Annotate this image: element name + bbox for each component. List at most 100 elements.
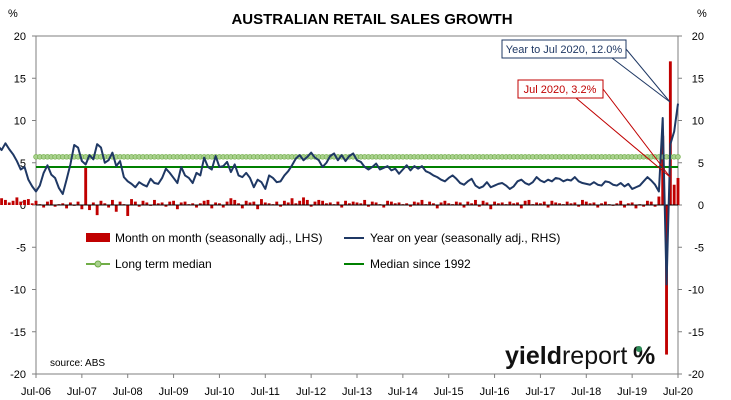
x-tick-label: Jul-11 xyxy=(251,386,280,398)
x-tick-label: Jul-07 xyxy=(67,386,97,398)
right-tick-label: -20 xyxy=(688,369,704,381)
mom-bar xyxy=(649,201,653,205)
mom-bar xyxy=(202,200,206,205)
x-tick-label: Jul-10 xyxy=(204,386,234,398)
mom-bar xyxy=(382,205,386,208)
mom-bar xyxy=(405,203,409,205)
mom-bar xyxy=(435,205,439,209)
mom-bar xyxy=(466,201,470,205)
mom-bar xyxy=(302,197,305,205)
left-tick-label: 10 xyxy=(14,116,26,128)
mom-bar xyxy=(367,205,370,207)
mom-bar xyxy=(153,199,156,205)
x-tick-label: Jul-12 xyxy=(296,386,326,398)
mom-bar xyxy=(412,201,416,205)
mom-bar xyxy=(592,202,596,205)
mom-bar xyxy=(198,203,202,205)
mom-bar xyxy=(34,200,38,205)
mom-bar xyxy=(477,205,481,207)
mom-bar xyxy=(321,200,325,205)
yieldreport-logo: yieldreport % xyxy=(505,342,655,370)
mom-bar xyxy=(646,200,649,205)
right-axis-unit: % xyxy=(697,8,707,20)
mom-bar xyxy=(218,203,221,205)
mom-bar xyxy=(317,199,321,205)
legend-label-long-term-median: Long term median xyxy=(115,257,212,271)
right-tick-label: -15 xyxy=(688,327,704,339)
x-tick-label: Jul-16 xyxy=(480,386,510,398)
mom-bar xyxy=(294,203,298,205)
mom-bar xyxy=(133,201,137,205)
mom-bar xyxy=(600,203,604,205)
mom-bar xyxy=(30,203,34,205)
svg-text:yieldreport: yieldreport xyxy=(505,342,627,370)
mom-bar xyxy=(519,205,523,209)
mom-bar xyxy=(179,202,183,205)
mom-bar xyxy=(206,199,210,205)
mom-bar xyxy=(554,202,558,205)
mom-bar xyxy=(168,201,172,205)
mom-bar xyxy=(546,205,550,208)
mom-bar xyxy=(596,205,600,208)
mom-bar xyxy=(588,203,592,205)
mom-bar xyxy=(240,205,244,209)
legend-label-year-on-year: Year on year (seasonally adj., RHS) xyxy=(370,231,560,245)
x-tick-label: Jul-14 xyxy=(388,386,418,398)
mom-bar xyxy=(454,201,458,205)
mom-bar xyxy=(558,203,561,205)
mom-bar xyxy=(252,201,256,205)
mom-bar xyxy=(359,203,363,205)
mom-bar xyxy=(286,202,290,205)
mom-bar xyxy=(344,200,347,205)
mom-bar xyxy=(535,202,539,205)
mom-bar xyxy=(42,205,46,208)
x-tick-label: Jul-18 xyxy=(571,386,601,398)
mom-bar xyxy=(76,201,80,205)
mom-bar xyxy=(256,205,260,210)
year-on-year-line xyxy=(0,103,679,286)
mom-bar xyxy=(489,205,493,210)
mom-bar xyxy=(225,201,229,205)
mom-bar xyxy=(496,203,500,205)
mom-bar xyxy=(237,203,240,205)
mom-bar xyxy=(340,205,344,208)
legend-swatch-month-on-month xyxy=(86,233,110,242)
mom-bar xyxy=(15,197,19,205)
mom-bar xyxy=(137,205,141,207)
legend-marker-long-term-median xyxy=(94,260,102,268)
x-tick-label: Jul-17 xyxy=(525,386,555,398)
mom-bar xyxy=(623,205,626,208)
mom-bar xyxy=(500,202,504,205)
right-axis: 20 15 10 5 0 -5 -10 -15 -20 xyxy=(678,31,704,381)
annotation-text-month-on-month: Jul 2020, 3.2% xyxy=(524,84,597,96)
left-tick-label: 5 xyxy=(20,158,26,170)
mom-bar xyxy=(508,201,512,205)
mom-bar xyxy=(347,203,351,205)
left-tick-label: -10 xyxy=(10,285,26,297)
long-term-median-marker xyxy=(675,154,681,160)
source-note: source: ABS xyxy=(50,358,105,369)
mom-bar xyxy=(65,205,69,209)
mom-bar xyxy=(233,199,237,205)
mom-bar xyxy=(107,205,111,208)
mom-bar xyxy=(156,203,160,205)
x-tick-label: Jul-19 xyxy=(617,386,647,398)
mom-bar xyxy=(46,201,49,205)
mom-bar xyxy=(267,203,271,205)
mom-bar xyxy=(11,200,15,205)
mom-bar xyxy=(244,200,248,205)
left-tick-label: 20 xyxy=(14,31,26,43)
mom-bar xyxy=(118,201,122,205)
x-tick-label: Jul-06 xyxy=(21,386,51,398)
mom-bar xyxy=(355,202,359,205)
mom-bar xyxy=(672,184,676,205)
mom-bar xyxy=(91,202,95,205)
mom-bar xyxy=(363,199,367,205)
logo-word-yield: yield xyxy=(505,342,562,370)
mom-bar xyxy=(443,200,447,205)
mom-bar xyxy=(0,198,4,205)
mom-bar xyxy=(676,177,680,205)
mom-bar xyxy=(634,205,638,209)
mom-bar xyxy=(374,202,378,205)
